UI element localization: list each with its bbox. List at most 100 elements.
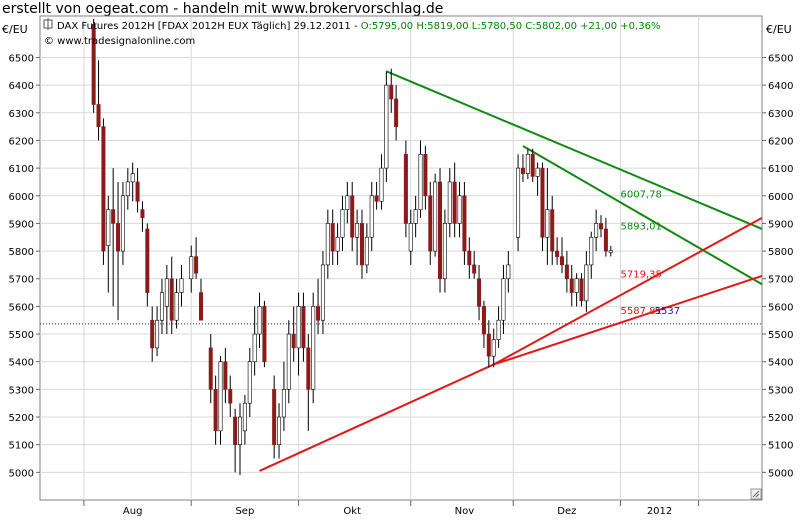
candle-body-down xyxy=(452,181,457,224)
candle-body-down xyxy=(530,153,535,177)
candle xyxy=(316,278,321,335)
candle-body-down xyxy=(486,333,491,357)
candle xyxy=(194,237,199,279)
candle xyxy=(218,356,223,445)
candle-body-down xyxy=(579,278,584,302)
candle xyxy=(433,173,438,257)
candle-body-up xyxy=(257,306,262,335)
candle-body-down xyxy=(208,347,213,390)
y-axis-left: 5000 5100 5200 5300 5400 5500 5600 5700 5800 5900… xyxy=(9,53,40,479)
candle xyxy=(174,278,179,329)
candle-body-down xyxy=(350,195,355,238)
candle xyxy=(262,300,267,368)
candle-body-up xyxy=(491,339,496,357)
y-tick-label-right: 5500 xyxy=(768,330,793,341)
candle xyxy=(145,223,150,307)
candle xyxy=(179,264,184,307)
candle xyxy=(247,347,252,418)
candle-body-down xyxy=(316,306,321,321)
trendline-down-short xyxy=(522,145,763,286)
candle xyxy=(394,85,399,141)
y-unit-right: €/EU xyxy=(766,23,792,36)
candle-body-up xyxy=(340,209,345,238)
candle xyxy=(462,181,467,265)
y-tick-label-right: 6200 xyxy=(768,136,793,147)
candle-body-up xyxy=(584,264,589,302)
candle-body-down xyxy=(428,195,433,252)
candle xyxy=(306,334,311,431)
candle xyxy=(238,403,243,476)
candle xyxy=(467,237,472,279)
info-prefix: DAX Futures 2012H [FDAX 2012H EUX Täglic… xyxy=(57,21,361,32)
candle xyxy=(340,195,345,252)
y-tick-label-right: 6400 xyxy=(768,81,793,92)
candle xyxy=(330,209,335,265)
candle-body-up xyxy=(320,264,325,321)
y-tick-label-right: 5700 xyxy=(768,275,793,286)
y-tick-label-right: 5200 xyxy=(768,413,793,424)
candle xyxy=(213,375,218,445)
candle-body-down xyxy=(462,195,467,252)
info-line: DAX Futures 2012H [FDAX 2012H EUX Täglic… xyxy=(57,21,660,32)
candle xyxy=(579,273,584,307)
trendline-down-long xyxy=(385,70,763,230)
candle xyxy=(569,264,574,307)
y-tick-label-right: 5400 xyxy=(768,358,793,369)
x-tick-label: Aug xyxy=(123,506,143,517)
candle xyxy=(325,209,330,279)
y-tick-label-right: 5900 xyxy=(768,219,793,230)
candle-body-up xyxy=(106,209,111,246)
candle-body-up xyxy=(281,389,286,418)
candle-body-down xyxy=(306,347,311,390)
candle-body-down xyxy=(111,209,116,224)
candle xyxy=(520,154,525,182)
y-tick-label-left: 5700 xyxy=(9,275,34,286)
candle-body-down xyxy=(116,223,121,252)
candle xyxy=(555,237,560,265)
resize-corner-icon[interactable] xyxy=(750,488,762,500)
candle-body-down xyxy=(96,104,101,127)
candle xyxy=(408,209,413,265)
x-tick-label: Sep xyxy=(235,506,254,517)
candle-body-up xyxy=(311,306,316,390)
candle-body-down xyxy=(101,126,106,252)
candle xyxy=(277,403,282,459)
y-tick-label-right: 5100 xyxy=(768,441,793,452)
candle-body-down xyxy=(472,264,477,274)
candle-body-up xyxy=(189,256,194,280)
candle-body-up xyxy=(277,416,282,445)
candle-body-down xyxy=(359,223,364,266)
candle xyxy=(545,168,550,265)
candle xyxy=(116,181,121,321)
candle-body-up xyxy=(516,167,521,238)
candle xyxy=(150,306,155,362)
candle-body-up xyxy=(545,209,550,238)
annotation-label: 5537 xyxy=(655,306,680,317)
candle xyxy=(384,71,389,182)
banner-text: erstellt von oegeat.com - handeln mit ww… xyxy=(2,1,443,17)
candle-body-down xyxy=(569,278,574,293)
candle-body-up xyxy=(238,416,243,445)
candle-body-down xyxy=(145,228,150,293)
candle xyxy=(379,154,384,210)
candle-body-up xyxy=(433,181,438,252)
candle-body-down xyxy=(228,389,233,404)
candle-body-down xyxy=(477,278,482,307)
y-tick-label-right: 6500 xyxy=(768,53,793,64)
candle-body-up xyxy=(418,153,423,210)
candle xyxy=(125,168,130,210)
candle-body-down xyxy=(150,319,155,349)
candle-body-up xyxy=(120,195,125,252)
candle xyxy=(472,251,477,279)
annotation-label: 5719,35 xyxy=(621,269,662,280)
candle-body-up xyxy=(355,223,360,238)
candle xyxy=(374,181,379,210)
candle xyxy=(350,181,355,252)
candle-body-up xyxy=(574,278,579,293)
candle xyxy=(501,264,506,335)
candle xyxy=(481,300,486,348)
ohlc-values: O:5795,00 H:5819,00 L:5780,50 C:5802,00 … xyxy=(361,21,661,32)
candle xyxy=(252,306,257,376)
y-unit-left: €/EU xyxy=(2,23,28,36)
candle xyxy=(135,168,140,213)
